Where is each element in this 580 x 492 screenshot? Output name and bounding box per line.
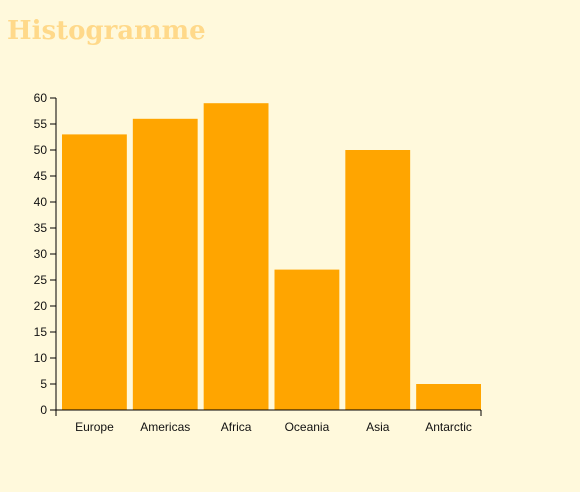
bar-oceania [274, 269, 340, 410]
bar-africa [203, 103, 269, 410]
y-tick-label: 5 [40, 377, 47, 391]
y-tick-label: 10 [34, 351, 48, 365]
chart-title: Histogramme [7, 16, 206, 46]
x-tick-label: Europe [75, 420, 114, 434]
bar-asia [345, 150, 411, 410]
y-tick-label: 30 [34, 247, 48, 261]
bar-americas [132, 118, 198, 411]
y-tick-label: 45 [34, 169, 48, 183]
x-axis: Europe Americas Africa Oceania Asia Antarctic [55, 409, 482, 434]
y-tick-label: 20 [34, 299, 48, 313]
x-tick-label: Asia [366, 420, 390, 434]
y-tick-label: 25 [34, 273, 48, 287]
bar-antarctic [416, 384, 481, 410]
x-tick-label: Americas [140, 420, 190, 434]
y-tick-label: 35 [34, 221, 48, 235]
y-tick-label: 60 [34, 91, 48, 105]
bar-europe [62, 134, 127, 410]
y-tick-label: 40 [34, 195, 48, 209]
x-tick-label: Africa [221, 420, 252, 434]
y-tick-label: 50 [34, 143, 48, 157]
bars-group [62, 103, 481, 411]
y-axis: 0 5 10 15 20 25 30 35 40 45 50 55 60 [34, 91, 57, 417]
y-tick-label: 55 [34, 117, 48, 131]
x-tick-label: Oceania [285, 420, 330, 434]
x-tick-label: Antarctic [425, 420, 472, 434]
y-tick-label: 0 [40, 403, 47, 417]
y-tick-label: 15 [34, 325, 48, 339]
